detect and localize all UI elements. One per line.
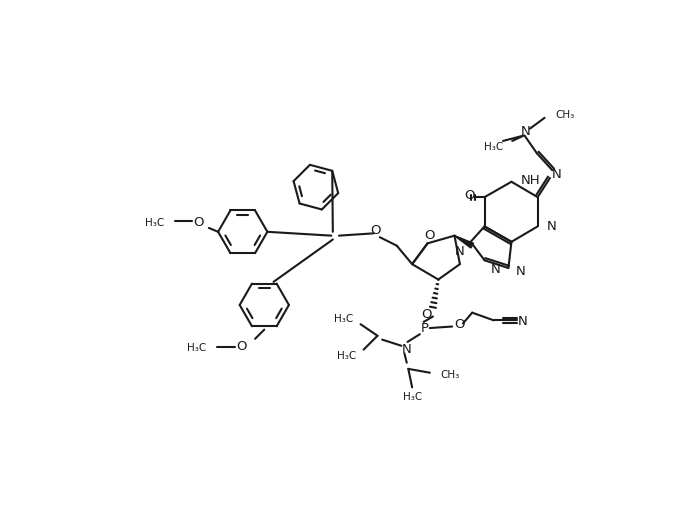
Text: N: N — [518, 315, 528, 328]
Text: N: N — [521, 125, 531, 138]
Text: N: N — [491, 263, 500, 276]
Text: N: N — [551, 167, 561, 180]
Text: CH₃: CH₃ — [555, 110, 575, 120]
Text: N: N — [402, 343, 411, 356]
Text: H₃C: H₃C — [402, 392, 422, 401]
Text: O: O — [193, 216, 203, 229]
Text: H₃C: H₃C — [333, 314, 353, 324]
Text: H₃C: H₃C — [337, 351, 356, 361]
Text: NH: NH — [521, 174, 540, 187]
Text: O: O — [370, 224, 381, 237]
Text: O: O — [236, 340, 246, 353]
Text: H₃C: H₃C — [187, 343, 206, 353]
Text: O: O — [464, 189, 475, 202]
Text: P: P — [421, 321, 429, 334]
Text: H₃C: H₃C — [484, 142, 503, 152]
Polygon shape — [454, 236, 473, 248]
Text: N: N — [516, 265, 526, 278]
Text: O: O — [422, 308, 432, 321]
Text: H₃C: H₃C — [145, 217, 164, 228]
Text: O: O — [454, 318, 464, 331]
Text: O: O — [424, 229, 434, 242]
Text: N: N — [547, 220, 557, 233]
Text: CH₃: CH₃ — [441, 370, 460, 380]
Text: N: N — [454, 244, 464, 257]
